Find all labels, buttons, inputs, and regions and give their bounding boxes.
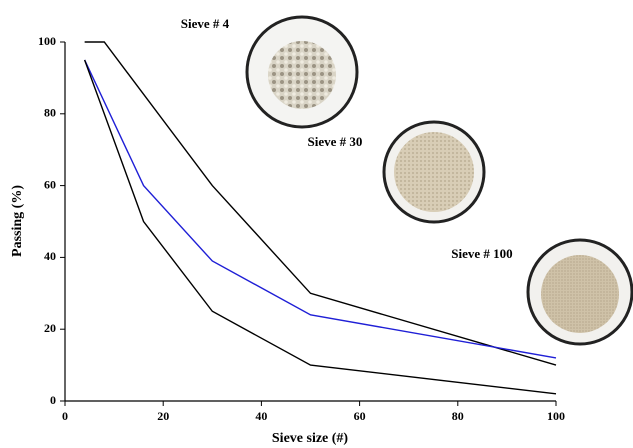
y-tick-label: 0 — [50, 393, 56, 407]
annotation: Sieve # 100 — [451, 246, 512, 261]
y-tick-label: 40 — [44, 249, 56, 263]
y-tick-label: 100 — [38, 34, 56, 48]
annotation: Sieve # 30 — [308, 134, 363, 149]
sieve-photo — [526, 238, 633, 346]
sieve-photo — [382, 120, 486, 224]
sieve-photo — [245, 15, 359, 129]
x-tick-label: 40 — [255, 409, 267, 423]
x-tick-label: 80 — [452, 409, 464, 423]
y-axis-label: Passing (%) — [10, 185, 25, 257]
x-tick-label: 0 — [62, 409, 68, 423]
x-tick-label: 100 — [547, 409, 565, 423]
x-tick-label: 20 — [157, 409, 169, 423]
x-tick-label: 60 — [354, 409, 366, 423]
y-tick-label: 80 — [44, 106, 56, 120]
y-tick-label: 20 — [44, 321, 56, 335]
y-tick-label: 60 — [44, 177, 56, 191]
annotation: Sieve # 4 — [181, 16, 230, 31]
series-line — [84, 41, 557, 366]
series-line — [83, 59, 557, 395]
x-axis-label: Sieve size (#) — [272, 431, 349, 446]
series-line — [84, 59, 557, 359]
